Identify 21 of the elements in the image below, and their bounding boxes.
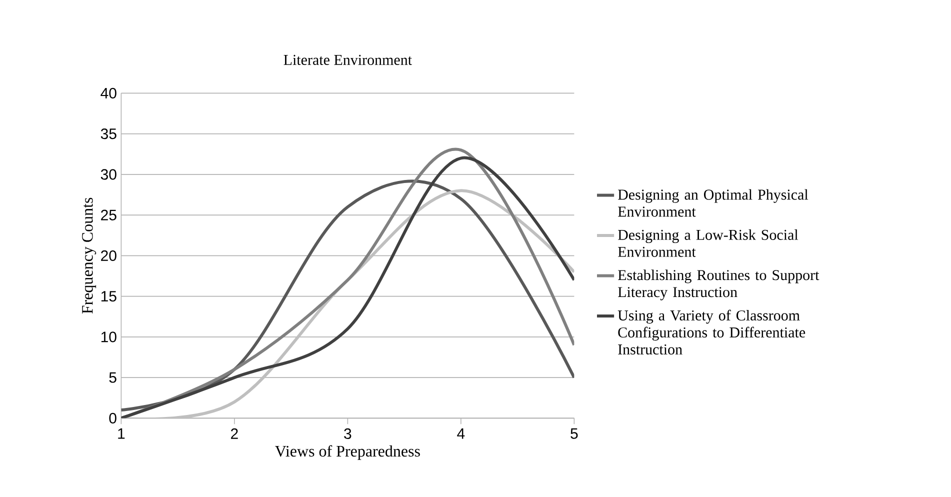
y-tick-label: 35 [100, 128, 116, 140]
x-axis-title: Views of Preparedness [275, 445, 420, 460]
y-axis-title: Frequency Counts [82, 198, 96, 314]
y-tick-label: 30 [100, 169, 116, 180]
legend-label: Using a Variety of Classroom Configurations to Differentiate Instruction [618, 310, 806, 355]
x-tick-label: 3 [344, 428, 352, 439]
x-tick-label: 5 [570, 428, 578, 439]
legend-label: Designing an Optimal Physical Environment [618, 189, 808, 217]
y-tick-label: 25 [101, 210, 116, 220]
x-tick-label: 4 [457, 428, 465, 439]
y-tick-label: 40 [100, 88, 116, 98]
y-tick-label: 15 [101, 291, 116, 302]
y-tick-label: 20 [101, 250, 116, 261]
x-tick-label: 2 [231, 428, 238, 439]
legend-label: Designing a Low-Risk Social Environment [618, 229, 798, 257]
y-tick-label: 5 [109, 372, 116, 383]
y-tick-label: 0 [109, 412, 116, 424]
x-tick-label: 1 [118, 428, 125, 439]
y-tick-label: 10 [101, 332, 116, 342]
legend-label: Establishing Routines to Support Literacy Instruction [618, 270, 820, 300]
chart-title: Literate Environment [284, 54, 412, 65]
